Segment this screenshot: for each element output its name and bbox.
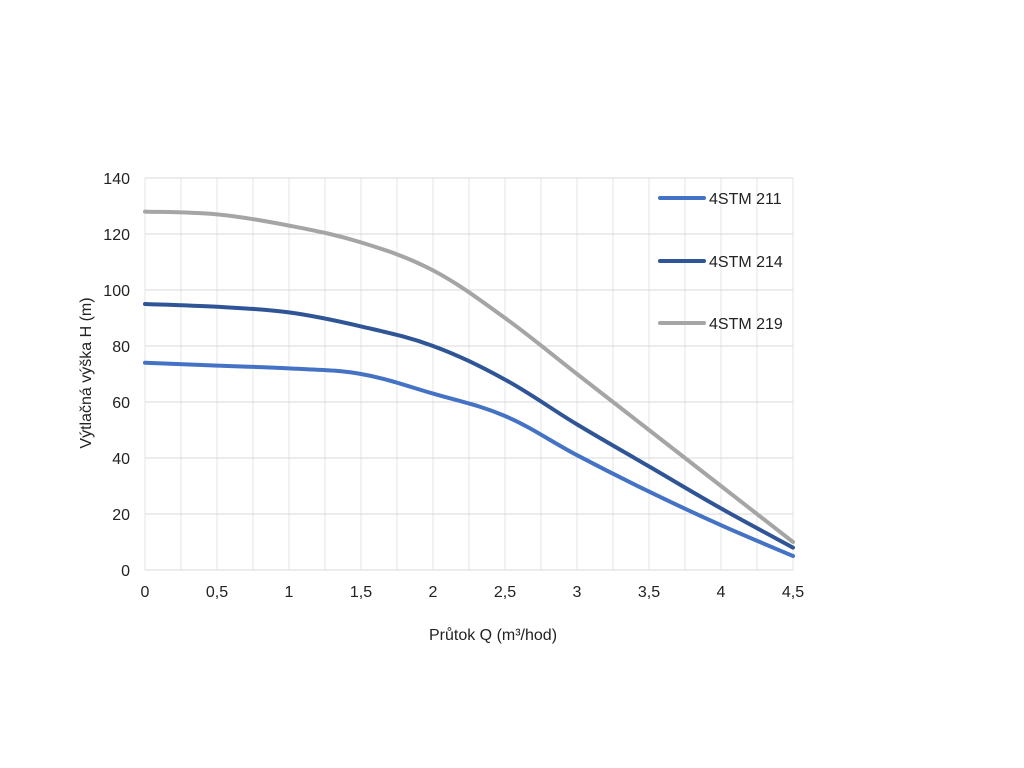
x-tick-label: 3 — [573, 584, 582, 601]
y-tick-label: 120 — [103, 227, 130, 244]
x-axis-title: Průtok Q (m³/hod) — [429, 626, 557, 644]
x-tick-label: 3,5 — [638, 584, 660, 601]
x-axis-ticks: 0 0,5 1 1,5 2 2,5 3 3,5 4 4,5 — [141, 584, 805, 601]
legend: 4STM 211 4STM 214 4STM 219 — [658, 191, 783, 333]
series-line-2 — [143, 302, 795, 550]
x-tick-label: 2,5 — [494, 584, 516, 601]
y-tick-label: 40 — [112, 451, 130, 468]
y-tick-label: 0 — [121, 563, 130, 580]
legend-label: 4STM 219 — [709, 316, 783, 333]
x-tick-label: 4 — [717, 584, 726, 601]
legend-label: 4STM 214 — [709, 254, 783, 271]
x-tick-label: 1,5 — [350, 584, 372, 601]
series-line-3 — [143, 209, 795, 544]
series-lines — [143, 209, 795, 558]
x-tick-label: 0,5 — [206, 584, 228, 601]
series-line-1 — [143, 360, 795, 558]
y-axis-title: Výtlačná výška H (m) — [78, 297, 95, 448]
x-tick-label: 2 — [429, 584, 438, 601]
x-tick-label: 0 — [141, 584, 150, 601]
grid — [144, 177, 794, 571]
legend-label: 4STM 211 — [709, 191, 782, 208]
y-tick-label: 80 — [112, 339, 130, 356]
y-tick-label: 60 — [112, 395, 130, 412]
x-tick-label: 1 — [285, 584, 294, 601]
y-tick-label: 100 — [103, 283, 130, 300]
x-tick-label: 4,5 — [782, 584, 804, 601]
y-tick-label: 20 — [112, 507, 130, 524]
y-axis-ticks: 0 20 40 60 80 100 120 140 — [103, 171, 130, 580]
y-tick-label: 140 — [103, 171, 130, 188]
